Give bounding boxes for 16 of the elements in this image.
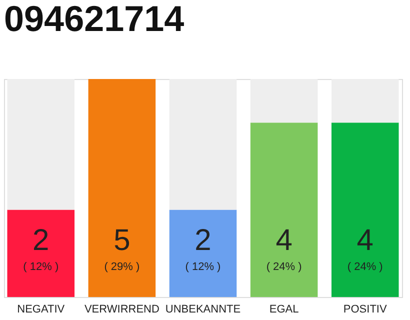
x-tick-label: POSITIV — [343, 304, 388, 316]
data-label: 4 — [356, 224, 374, 257]
annotation: ( 24% ) — [266, 261, 302, 273]
x-tick-label: NEGATIV — [17, 304, 66, 316]
x-tick-label: VERWIRREND — [84, 304, 160, 316]
data-label: 4 — [276, 224, 292, 257]
data-label: 2 — [32, 224, 50, 257]
annotation: ( 24% ) — [347, 261, 383, 273]
annotation: ( 12% ) — [23, 261, 59, 273]
annotation: ( 29% ) — [104, 261, 140, 273]
x-tick-label: UNBEKANNTE — [165, 304, 241, 316]
x-tick-label: EGAL — [269, 304, 299, 316]
annotation: ( 12% ) — [185, 261, 221, 273]
data-label: 5 — [114, 224, 130, 257]
chart-title: 094621714 — [4, 0, 184, 39]
data-label: 2 — [194, 224, 212, 257]
